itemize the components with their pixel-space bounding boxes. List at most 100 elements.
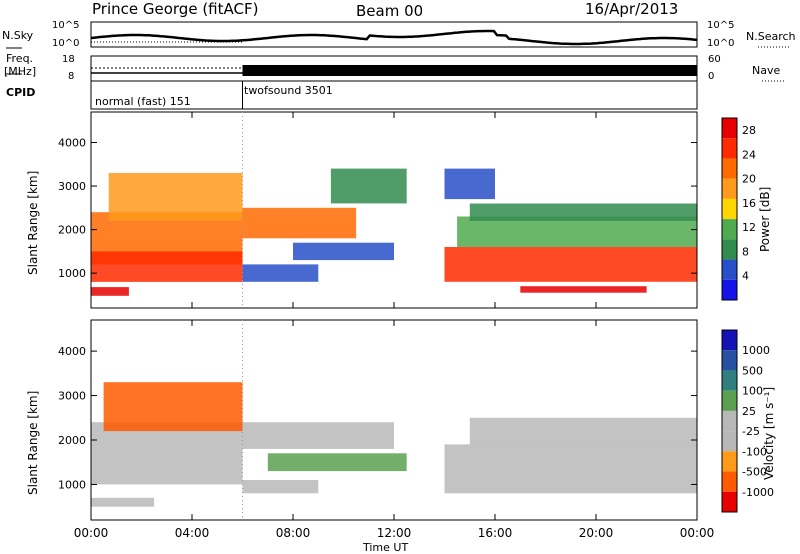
velocity-colorbar-cell	[722, 330, 737, 351]
xtick-label: 12:00	[377, 526, 412, 540]
nave-tick-high: 60	[708, 54, 721, 65]
power-band-2	[108, 173, 243, 221]
power-band-10	[469, 203, 698, 221]
velocity-colorbar-tick: 1000	[742, 344, 770, 357]
freq-tick-high: 18	[62, 54, 75, 65]
nsky-tick-low: 10^0	[52, 38, 80, 49]
nsky-tick-high: 10^5	[52, 20, 80, 31]
power-band-3	[91, 287, 129, 296]
power-ytick-label: 2000	[58, 224, 86, 237]
velocity-colorbar-tick: -500	[742, 466, 767, 479]
freq-trace-twofsound	[242, 65, 697, 76]
power-colorbar-frame	[721, 117, 738, 301]
power-colorbar-cell	[722, 279, 737, 300]
velocity-band-1	[103, 382, 243, 432]
power-ytick-label: 1000	[58, 267, 86, 280]
velocity-band-6	[444, 444, 697, 494]
power-colorbar-cell	[722, 239, 737, 260]
nsky-panel-frame	[90, 21, 698, 48]
velocity-colorbar-cell	[722, 390, 737, 411]
velocity-colorbar-tick: 500	[742, 364, 763, 377]
power-band-7	[330, 168, 407, 204]
station-title: Prince George (fitACF)	[92, 0, 259, 18]
beam-title: Beam 00	[356, 2, 424, 20]
cpid-label: CPID	[6, 86, 36, 99]
velocity-colorbar-cell	[722, 410, 737, 432]
power-ylabel: Slant Range [km]	[26, 170, 40, 275]
power-band-1	[91, 251, 243, 282]
freq-unit: [MHz]	[4, 65, 37, 78]
velocity-colorbar-cell	[722, 491, 737, 512]
power-colorbar-cell	[722, 219, 737, 240]
power-band-12	[444, 168, 495, 200]
velocity-colorbar-tick: 100	[742, 385, 763, 398]
velocity-band-0	[91, 422, 243, 485]
power-ytick-label: 4000	[58, 136, 86, 149]
freq-label: Freq.	[6, 52, 34, 65]
power-colorbar-cell	[722, 118, 737, 139]
power-colorbar-tick: 12	[742, 221, 756, 234]
nsky-label: N.Sky	[2, 29, 34, 42]
velocity-ytick-label: 4000	[58, 345, 86, 358]
xaxis-label: Time UT	[363, 541, 409, 554]
power-colorbar-tick: 8	[742, 245, 749, 258]
velocity-colorbar-cell	[722, 370, 737, 391]
nsky-trace	[90, 29, 698, 46]
power-colorbar-tick: 20	[742, 173, 756, 186]
velocity-colorbar-tick: 25	[742, 405, 756, 418]
nsearch-label: N.Search	[746, 30, 796, 43]
power-colorbar-tick: 24	[742, 148, 756, 161]
cpid-segment-twofsound: twofsound 3501	[244, 84, 333, 97]
power-band-4	[242, 207, 357, 239]
xtick-label: 04:00	[175, 526, 210, 540]
freq-tick-low: 8	[68, 71, 75, 82]
velocity-band-3	[242, 422, 394, 449]
velocity-ytick-label: 1000	[58, 478, 86, 491]
power-colorbar-cell	[722, 178, 737, 199]
nsearch-tick-low: 10^0	[707, 38, 735, 49]
power-band-11	[520, 286, 647, 293]
nave-label: Nave	[752, 64, 781, 77]
power-band-8	[444, 247, 697, 282]
xtick-label: 00:00	[680, 526, 715, 540]
power-colorbar-cell	[722, 138, 737, 159]
power-colorbar-cell	[722, 158, 737, 179]
velocity-colorbar-cell	[722, 431, 737, 452]
cpid-segment-normal: normal (fast) 151	[95, 95, 191, 108]
velocity-colorbar-cell	[722, 471, 737, 492]
power-colorbar-label: Power [dB]	[758, 186, 772, 252]
velocity-band-2	[91, 497, 155, 507]
date-title: 16/Apr/2013	[585, 0, 679, 18]
power-band-5	[242, 264, 319, 282]
velocity-ytick-label: 3000	[58, 390, 86, 403]
nsearch-tick-high: 10^5	[707, 20, 735, 31]
power-band-6	[293, 242, 394, 261]
power-ytick-label: 3000	[58, 180, 86, 193]
xtick-label: 00:00	[74, 526, 109, 540]
velocity-colorbar-cell	[722, 451, 737, 472]
velocity-colorbar-label: Velocity [m s⁻¹]	[762, 386, 776, 480]
velocity-band-7	[469, 417, 698, 445]
power-colorbar-tick: 16	[742, 197, 756, 210]
velocity-ytick-label: 2000	[58, 434, 86, 447]
velocity-colorbar-tick: -1000	[742, 486, 774, 499]
power-colorbar-tick: 28	[742, 124, 756, 137]
xtick-label: 16:00	[478, 526, 513, 540]
power-colorbar-tick: 4	[742, 270, 749, 283]
xtick-label: 20:00	[579, 526, 614, 540]
velocity-ylabel: Slant Range [km]	[26, 390, 40, 495]
velocity-band-4	[267, 453, 407, 472]
velocity-colorbar-frame	[721, 329, 738, 513]
velocity-colorbar-cell	[722, 350, 737, 371]
velocity-band-5	[242, 480, 319, 494]
power-colorbar-cell	[722, 259, 737, 280]
nave-tick-low: 0	[708, 71, 715, 82]
velocity-colorbar-tick: -25	[742, 425, 760, 438]
power-colorbar-cell	[722, 198, 737, 220]
cpid-panel-frame	[90, 80, 698, 110]
velocity-colorbar-tick: -100	[742, 445, 767, 458]
power-band-9	[457, 216, 697, 247]
xtick-label: 08:00	[276, 526, 311, 540]
